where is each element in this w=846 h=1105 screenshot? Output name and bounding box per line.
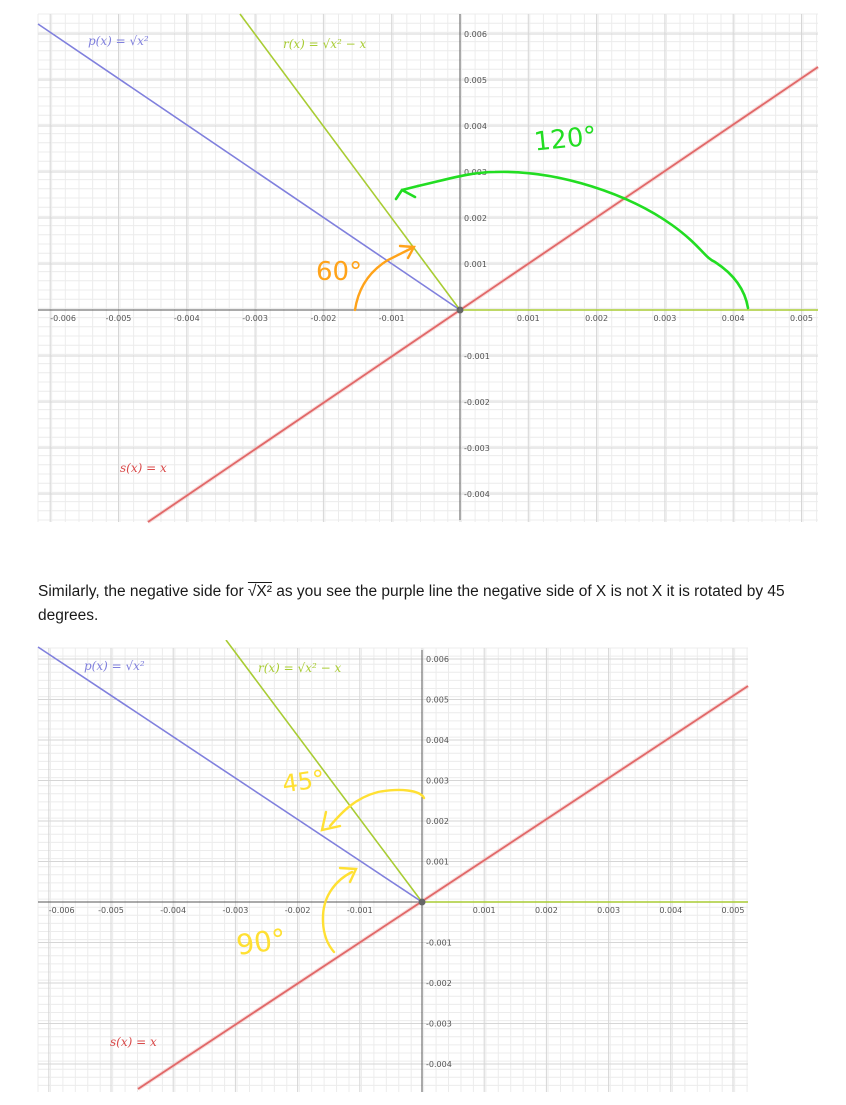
grid [37,647,748,1092]
r-label: r(x) = √x² − x [258,661,341,675]
yellow-arrowhead-upper [320,810,342,832]
x-tick-label: -0.004 [160,906,186,915]
y-tick-label: 0.001 [464,260,487,269]
r-label: r(x) = √x² − x [283,37,366,51]
y-tick-label: -0.001 [464,352,490,361]
p-label: p(x) = √x² [88,34,149,48]
x-tick-label: -0.001 [379,314,405,323]
x-tick-label: 0.004 [722,314,745,323]
green-arc [416,170,750,310]
p-label: p(x) = √x² [84,659,145,673]
graph-1: -0.006 -0.005 -0.004 -0.003 -0.002 -0.001 0.00… [37,13,820,524]
tick-labels: -0.006 -0.005 -0.004 -0.003 -0.002 -0.001 0.00… [49,655,745,1069]
origin-point [418,898,426,906]
yellow-arrowhead-lower [338,866,358,884]
x-tick-label: 0.005 [790,314,813,323]
y-tick-label: -0.002 [426,979,452,988]
x-tick-label: 0.005 [722,906,745,915]
x-tick-label: 0.002 [585,314,608,323]
x-tick-label: 0.003 [597,906,620,915]
x-tick-label: -0.001 [347,906,373,915]
orange-arc [353,246,414,312]
paragraph-after: as you see the purple line the negative … [38,583,785,624]
y-tick-label: 0.002 [464,214,487,223]
s-line [137,685,749,1090]
r-line [225,640,423,903]
graph-2: -0.006 -0.005 -0.004 -0.003 -0.002 -0.001 0.00… [37,640,750,1092]
paragraph-before: Similarly, the negative side for [38,583,248,600]
x-tick-label: -0.003 [242,314,268,323]
x-tick-label: 0.001 [517,314,540,323]
y-tick-label: 0.005 [464,76,487,85]
y-tick-label: -0.002 [464,398,490,407]
paragraph-radical: √X² [247,583,272,600]
y-tick-label: 0.004 [426,736,449,745]
x-tick-label: -0.005 [98,906,124,915]
s-line-glow [146,65,820,524]
x-tick-label: 0.002 [535,906,558,915]
y-tick-label: 0.002 [426,817,449,826]
p-line [37,646,423,903]
r-line [239,13,461,311]
tick-labels: -0.006 -0.005 -0.004 -0.003 -0.002 -0.001 0.00… [50,30,813,499]
s-label: s(x) = x [120,461,167,475]
s-line [147,66,819,523]
y-tick-label: 0.006 [464,30,487,39]
x-tick-label: -0.003 [223,906,249,915]
x-tick-label: 0.004 [659,906,682,915]
axes [38,650,748,1092]
origin-point [456,306,464,314]
y-tick-label: -0.004 [426,1060,452,1069]
y-tick-label: 0.001 [426,858,449,867]
orange-angle-label: 60° [316,257,362,287]
green-arrowhead [394,184,420,201]
y-tick-label: -0.001 [426,939,452,948]
paragraph: Similarly, the negative side for √X² as … [38,580,818,628]
orange-arrowhead [398,244,416,260]
x-tick-label: -0.006 [49,906,75,915]
p-line [37,23,461,311]
s-line-glow [136,684,750,1091]
yellow-angle-label-90: 90° [234,922,288,962]
x-tick-label: 0.003 [653,314,676,323]
x-tick-label: -0.004 [174,314,200,323]
x-tick-label: 0.001 [473,906,496,915]
yellow-arc-lower [321,870,354,954]
grid [37,13,818,522]
x-tick-label: -0.002 [285,906,311,915]
y-tick-label: -0.003 [426,1020,452,1029]
y-tick-label: -0.003 [464,444,490,453]
green-angle-label: 120° [533,121,598,157]
x-tick-label: -0.002 [311,314,337,323]
y-tick-label: -0.004 [464,490,490,499]
y-tick-label: 0.004 [464,122,487,131]
yellow-arc-upper [328,788,426,828]
y-tick-label: 0.003 [426,777,449,786]
s-label: s(x) = x [110,1035,157,1049]
yellow-angle-label-45: 45° [281,765,327,799]
x-tick-label: -0.005 [106,314,132,323]
y-tick-label: 0.005 [426,696,449,705]
x-tick-label: -0.006 [50,314,76,323]
y-tick-label: 0.006 [426,655,449,664]
